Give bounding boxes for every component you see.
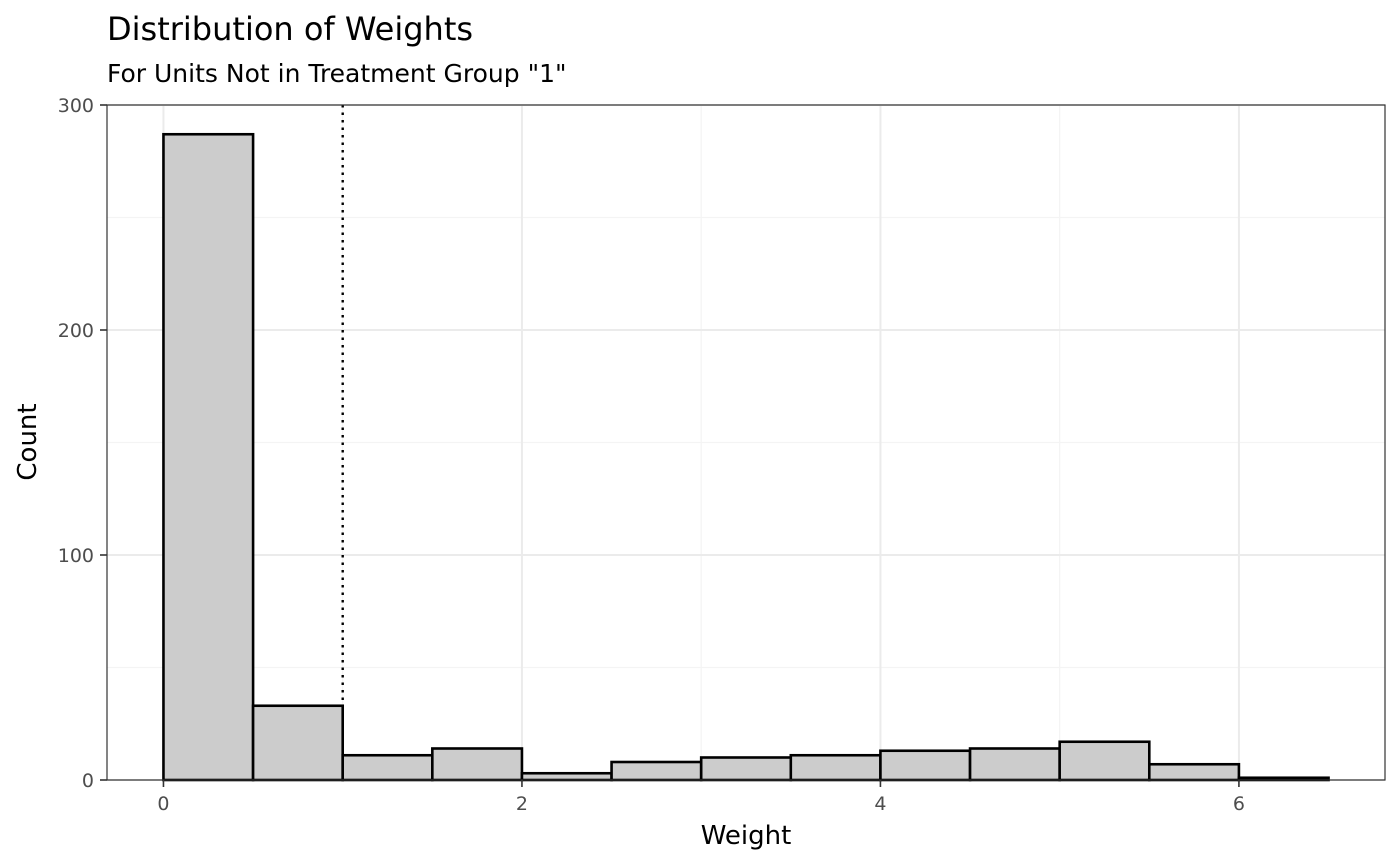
y-axis-ticks: 0 100 200 300 [58, 95, 107, 792]
panel-border [106, 104, 1386, 781]
x-axis-title: Weight [701, 821, 792, 851]
histogram-bar [789, 753, 882, 782]
histogram-bar [162, 132, 255, 782]
histogram-bar [699, 756, 793, 782]
histogram-bar [1058, 740, 1151, 782]
y-tick-label: 200 [58, 320, 94, 342]
histogram-bar [1147, 762, 1241, 782]
histogram-bar [879, 749, 972, 782]
histogram-bar [431, 747, 524, 782]
x-tick-label: 6 [1233, 793, 1245, 815]
histogram-bar [341, 753, 434, 782]
histogram-bar [968, 747, 1061, 782]
minor-gridlines [107, 105, 1385, 780]
x-axis-ticks: 0 2 4 6 [157, 780, 1245, 815]
y-tick-label: 100 [58, 545, 94, 567]
histogram-bar [520, 771, 613, 782]
x-tick-label: 2 [516, 793, 528, 815]
y-axis-title: Count [13, 403, 43, 480]
histogram-bar [610, 760, 703, 782]
x-tick-label: 4 [874, 793, 886, 815]
histogram-bar [251, 704, 345, 782]
chart-title: Distribution of Weights [107, 10, 473, 48]
y-tick-label: 300 [58, 95, 94, 117]
histogram-bars [162, 132, 1330, 782]
x-tick-label: 0 [157, 793, 169, 815]
chart-subtitle: For Units Not in Treatment Group "1" [107, 59, 566, 88]
y-tick-label: 0 [82, 770, 94, 792]
